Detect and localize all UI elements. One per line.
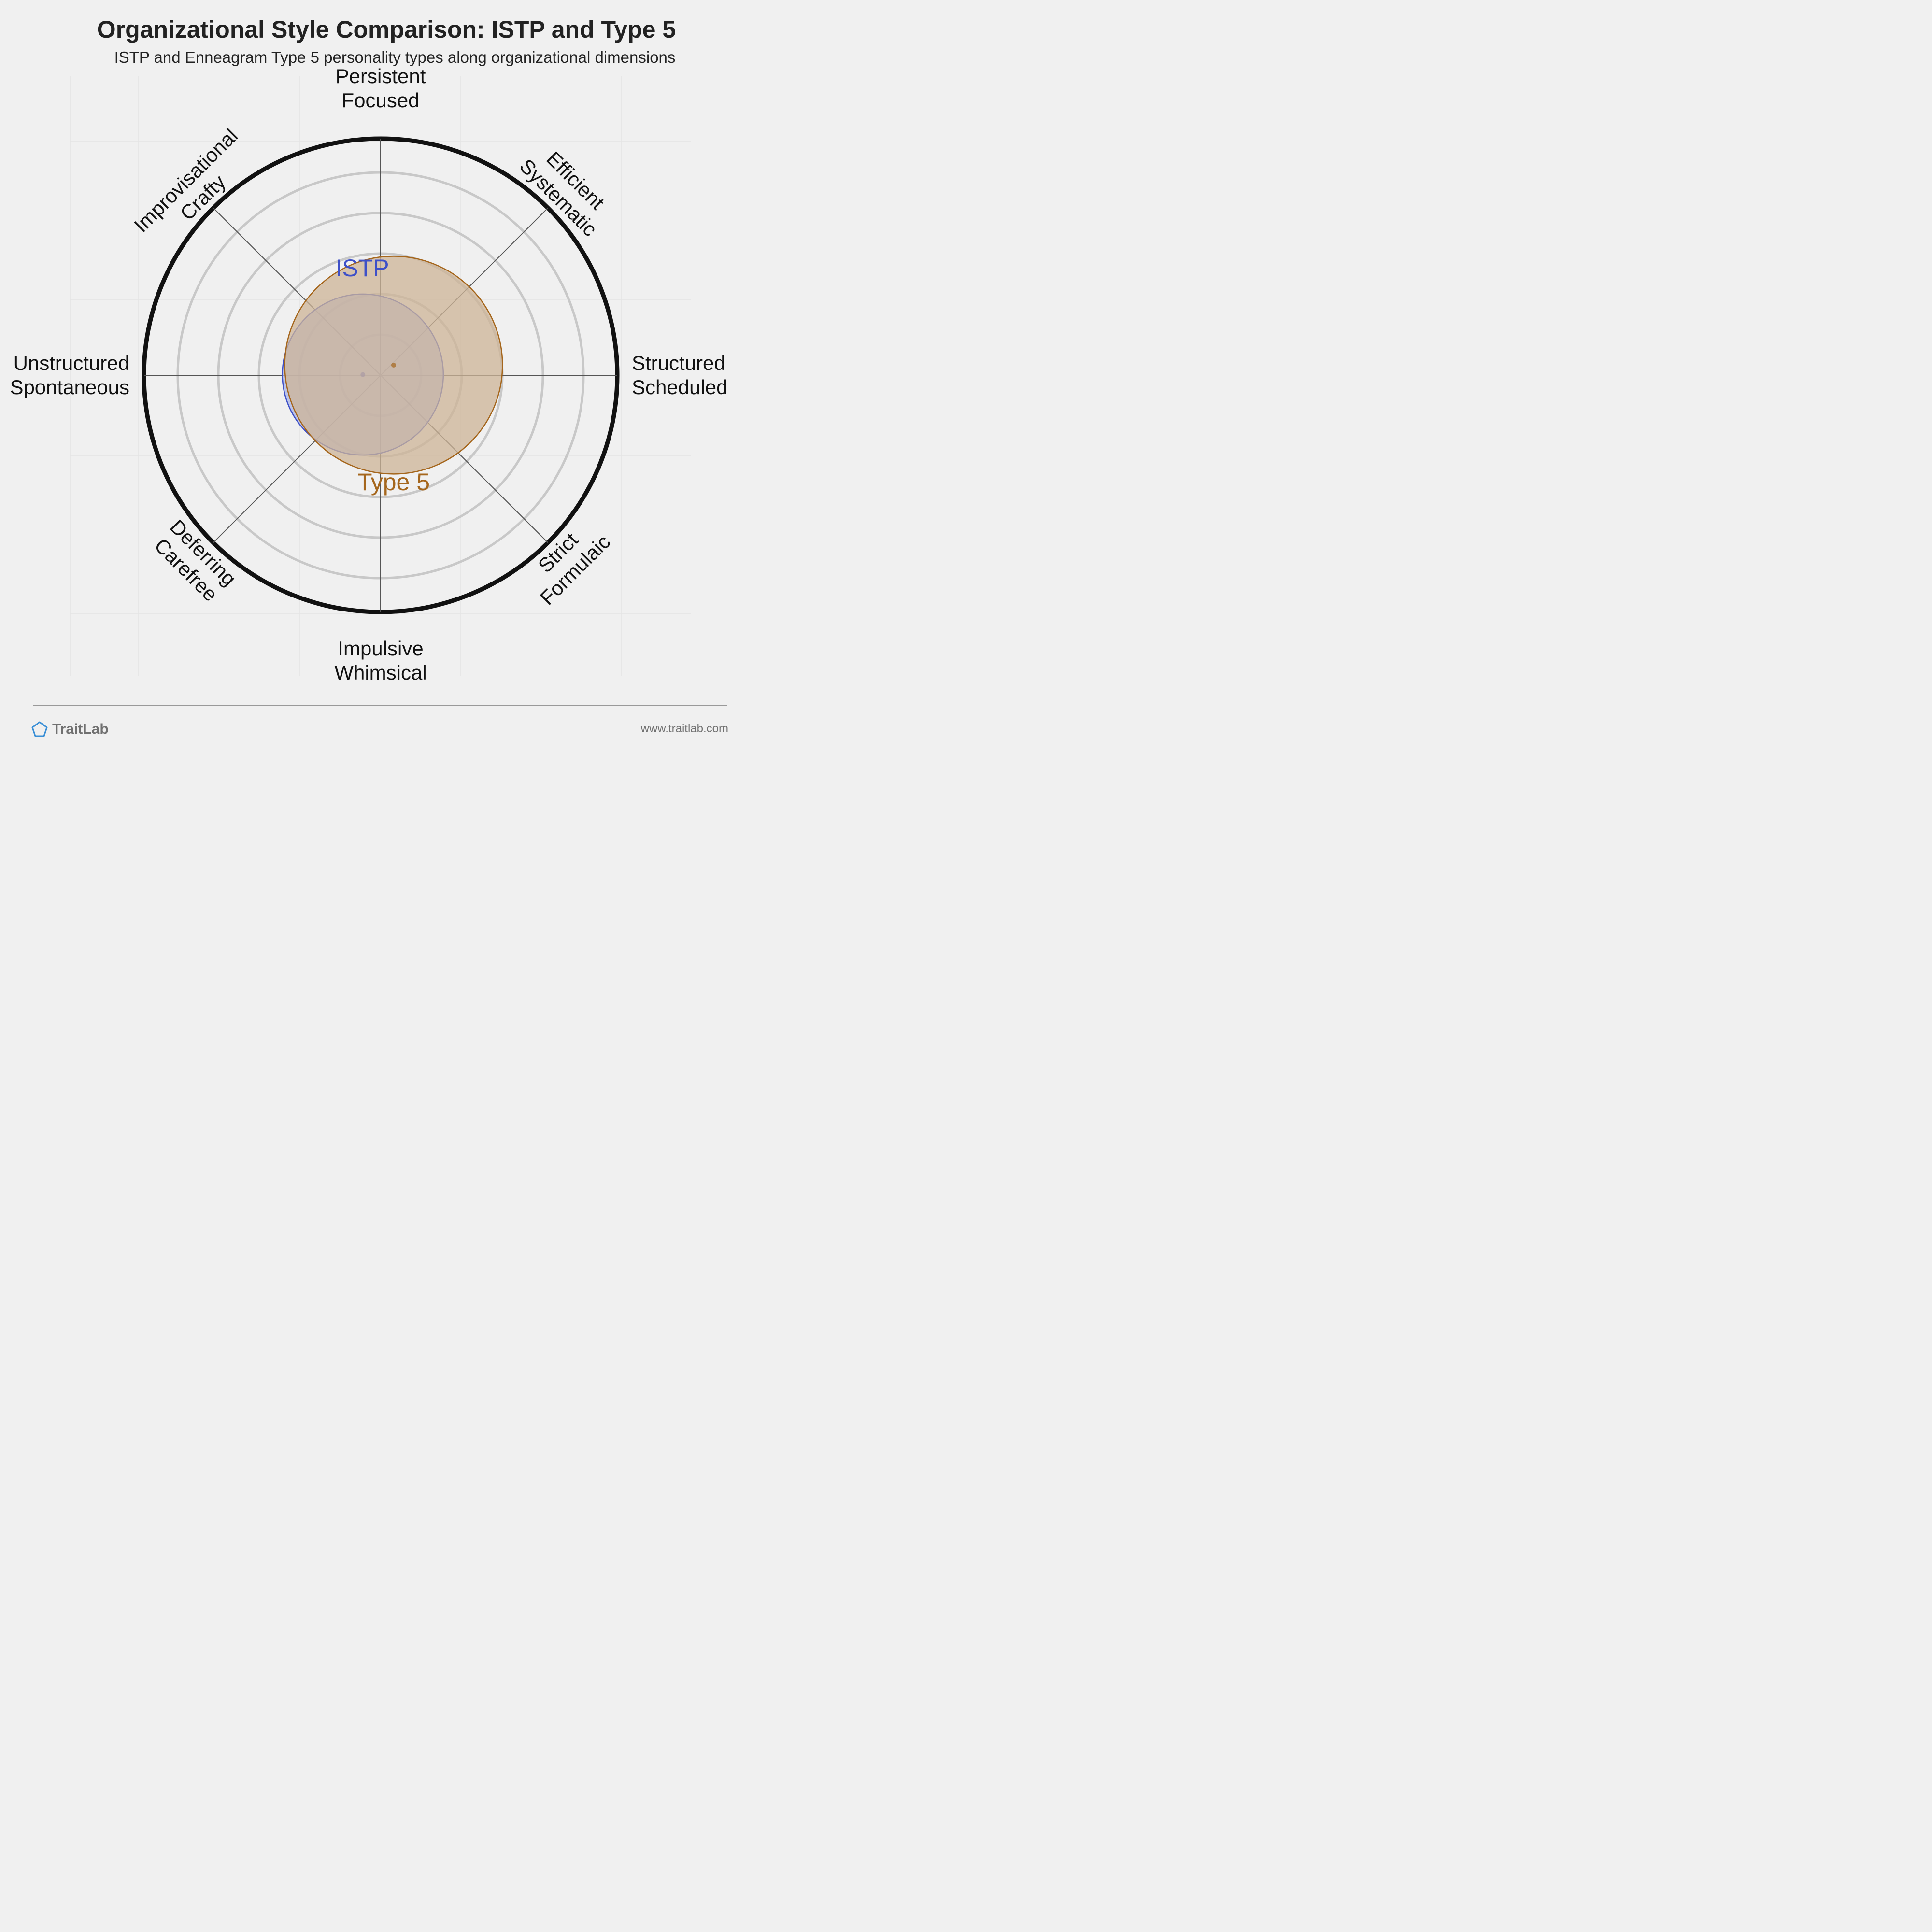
site-url[interactable]: www.traitlab.com [640, 722, 728, 735]
axis-label: Unstructured Spontaneous [10, 352, 129, 398]
series-labels: ISTP Type 5 [335, 255, 430, 496]
axis-label-line: Whimsical [334, 661, 426, 684]
axis-label: Impulsive Whimsical [334, 637, 426, 684]
axis-label-line: Impulsive [338, 637, 423, 660]
chart-title: Organizational Style Comparison: ISTP an… [97, 16, 676, 43]
brand-name: TraitLab [52, 721, 109, 737]
axis-label-text: Unstructured Spontaneous [10, 352, 129, 398]
pentagon-logo-icon [31, 721, 48, 737]
axis-label-text: Persistent Focused [336, 65, 426, 112]
axis-label-line: Persistent [336, 65, 426, 87]
axis-label-text: Impulsive Whimsical [334, 637, 426, 684]
series-layer [282, 256, 503, 475]
axis-label-line: Focused [341, 89, 419, 112]
axis-label: Persistent Focused [336, 65, 426, 112]
axis-label-text: Structured Scheduled [632, 352, 728, 398]
axis-label-line: Structured [632, 352, 725, 374]
footer-divider [33, 705, 727, 706]
series-center-point [391, 362, 396, 368]
axis-label-line: Spontaneous [10, 376, 129, 398]
radar-chart: Persistent FocusedEfficientSystematicStru… [10, 65, 728, 684]
axis-label: Structured Scheduled [632, 352, 728, 398]
series-name-label: ISTP [335, 255, 389, 282]
axis-label-line: Scheduled [632, 376, 728, 398]
series-name-label: Type 5 [357, 469, 430, 496]
chart-subtitle: ISTP and Enneagram Type 5 personality ty… [114, 48, 676, 66]
brand-logo[interactable]: TraitLab [31, 720, 109, 739]
axis-label-line: Unstructured [14, 352, 129, 374]
